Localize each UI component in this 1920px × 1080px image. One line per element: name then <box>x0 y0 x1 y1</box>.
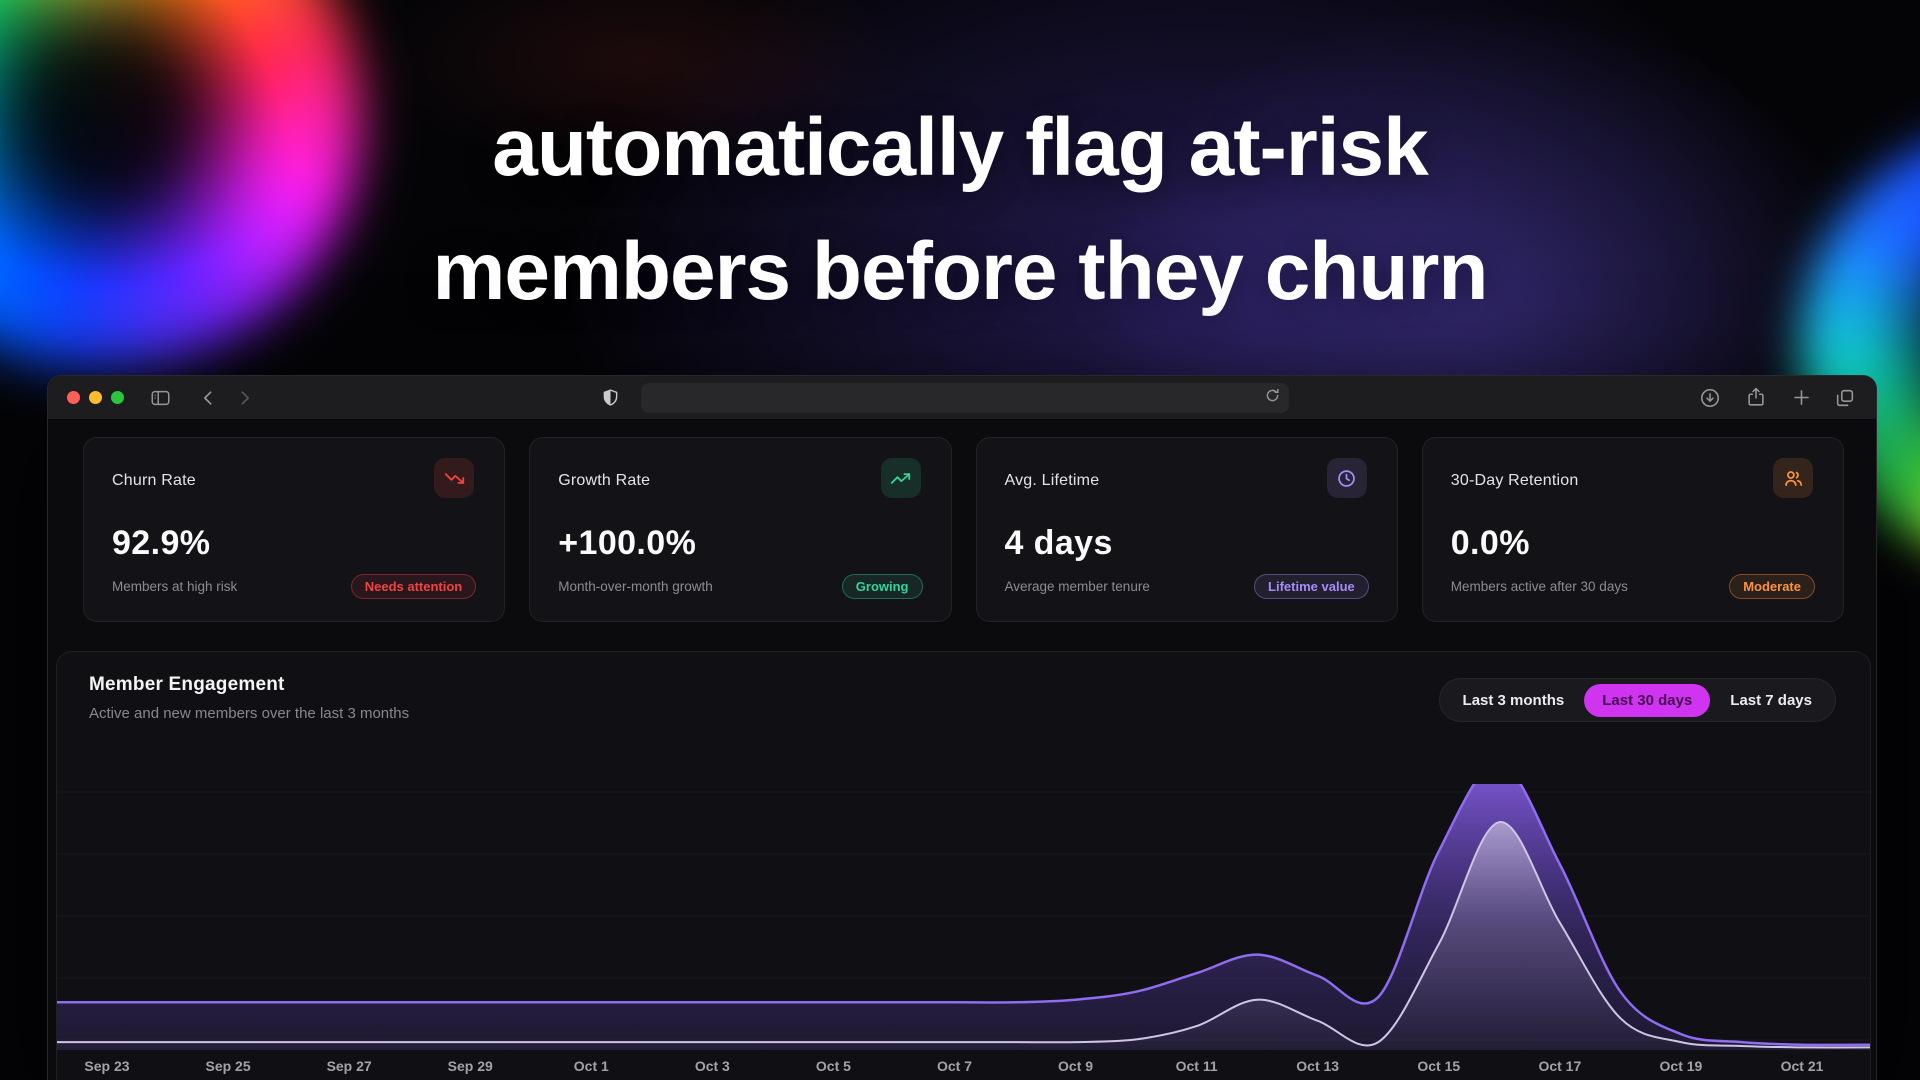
share-button[interactable] <box>1745 386 1767 408</box>
stats-row: Churn Rate 92.9% Members at high risk Ne… <box>83 437 1844 622</box>
forward-button[interactable] <box>234 388 254 408</box>
x-axis-label: Oct 17 <box>1538 1058 1582 1074</box>
status-badge: Needs attention <box>350 574 477 599</box>
address-bar[interactable] <box>641 383 1289 413</box>
x-axis-label: Oct 9 <box>1058 1058 1094 1074</box>
x-axis-label: Sep 25 <box>205 1058 251 1074</box>
iridescent-blob-top-left <box>0 0 360 370</box>
tabs-overview-button[interactable] <box>1834 387 1856 409</box>
range-button-last-7-days[interactable]: Last 7 days <box>1712 684 1830 717</box>
hero-headline-line2: members before they churn <box>432 226 1489 317</box>
new-tab-button[interactable] <box>1791 387 1812 408</box>
new-members-line <box>57 821 1870 1049</box>
hero-headline-line1: automatically flag at-risk <box>492 102 1429 193</box>
x-axis-label: Sep 29 <box>447 1058 493 1074</box>
traffic-light-zoom[interactable] <box>111 391 124 404</box>
stat-value: 0.0% <box>1450 524 1530 562</box>
new-members-area <box>57 822 1870 1050</box>
browser-window: Churn Rate 92.9% Members at high risk Ne… <box>47 375 1877 1080</box>
range-button-last-30-days[interactable]: Last 30 days <box>1584 683 1711 717</box>
hero-headline: automatically flag at-risk members befor… <box>0 86 1920 334</box>
status-badge: Lifetime value <box>1254 574 1369 599</box>
active-members-area <box>57 784 1870 1050</box>
stat-value: 92.9% <box>112 524 211 562</box>
sidebar-toggle-button[interactable] <box>149 387 172 409</box>
download-button[interactable] <box>1699 387 1721 409</box>
stat-sublabel: Average member tenure <box>1004 579 1150 594</box>
member-engagement-card: Member Engagement Active and new members… <box>56 651 1871 1080</box>
trending-down-icon <box>434 458 475 498</box>
range-button-last-3-months[interactable]: Last 3 months <box>1445 684 1583 717</box>
stat-card-churn-rate: Churn Rate 92.9% Members at high risk Ne… <box>83 437 506 622</box>
stat-card-30-day-retention: 30-Day Retention 0.0% Members active aft… <box>1421 437 1844 622</box>
browser-toolbar <box>48 376 1876 420</box>
stat-value: +100.0% <box>558 524 697 562</box>
users-icon <box>1773 458 1813 498</box>
stat-title: Churn Rate <box>112 472 196 489</box>
x-axis-label: Sep 23 <box>84 1058 130 1074</box>
x-axis-label: Oct 5 <box>815 1058 851 1074</box>
engagement-area-chart <box>57 784 1870 1050</box>
active-members-line <box>57 784 1870 1047</box>
x-axis-label: Oct 1 <box>573 1058 609 1074</box>
stat-card-growth-rate: Growth Rate +100.0% Month-over-month gro… <box>529 437 952 622</box>
x-axis-label: Oct 15 <box>1417 1058 1461 1074</box>
stat-sublabel: Members active after 30 days <box>1450 579 1628 594</box>
traffic-light-minimize[interactable] <box>89 391 102 404</box>
trending-up-icon <box>880 458 921 498</box>
stat-sublabel: Members at high risk <box>112 579 238 594</box>
stat-sublabel: Month-over-month growth <box>558 579 713 594</box>
traffic-light-close[interactable] <box>67 391 80 404</box>
back-button[interactable] <box>199 388 219 408</box>
time-range-selector: Last 3 months Last 30 days Last 7 days <box>1438 678 1836 722</box>
chart-title: Member Engagement <box>89 674 285 695</box>
status-badge: Moderate <box>1729 574 1815 599</box>
privacy-shield-icon[interactable] <box>600 387 621 409</box>
reload-button[interactable] <box>1264 387 1281 404</box>
x-axis-label: Oct 19 <box>1659 1058 1703 1074</box>
x-axis-label: Oct 21 <box>1780 1058 1824 1074</box>
x-axis-label: Sep 27 <box>326 1058 372 1074</box>
x-axis-label: Oct 13 <box>1296 1058 1340 1074</box>
x-axis-label: Oct 3 <box>694 1058 730 1074</box>
status-badge: Growing <box>841 574 923 599</box>
x-axis-label: Oct 7 <box>936 1058 972 1074</box>
clock-icon <box>1326 458 1367 498</box>
stat-title: 30-Day Retention <box>1450 472 1579 489</box>
x-axis-label: Oct 11 <box>1175 1058 1218 1074</box>
chart-subtitle: Active and new members over the last 3 m… <box>89 705 410 722</box>
stat-title: Avg. Lifetime <box>1004 472 1100 489</box>
stat-value: 4 days <box>1004 524 1113 562</box>
stat-card-avg-lifetime: Avg. Lifetime 4 days Average member tenu… <box>975 437 1398 622</box>
stat-title: Growth Rate <box>558 472 651 489</box>
